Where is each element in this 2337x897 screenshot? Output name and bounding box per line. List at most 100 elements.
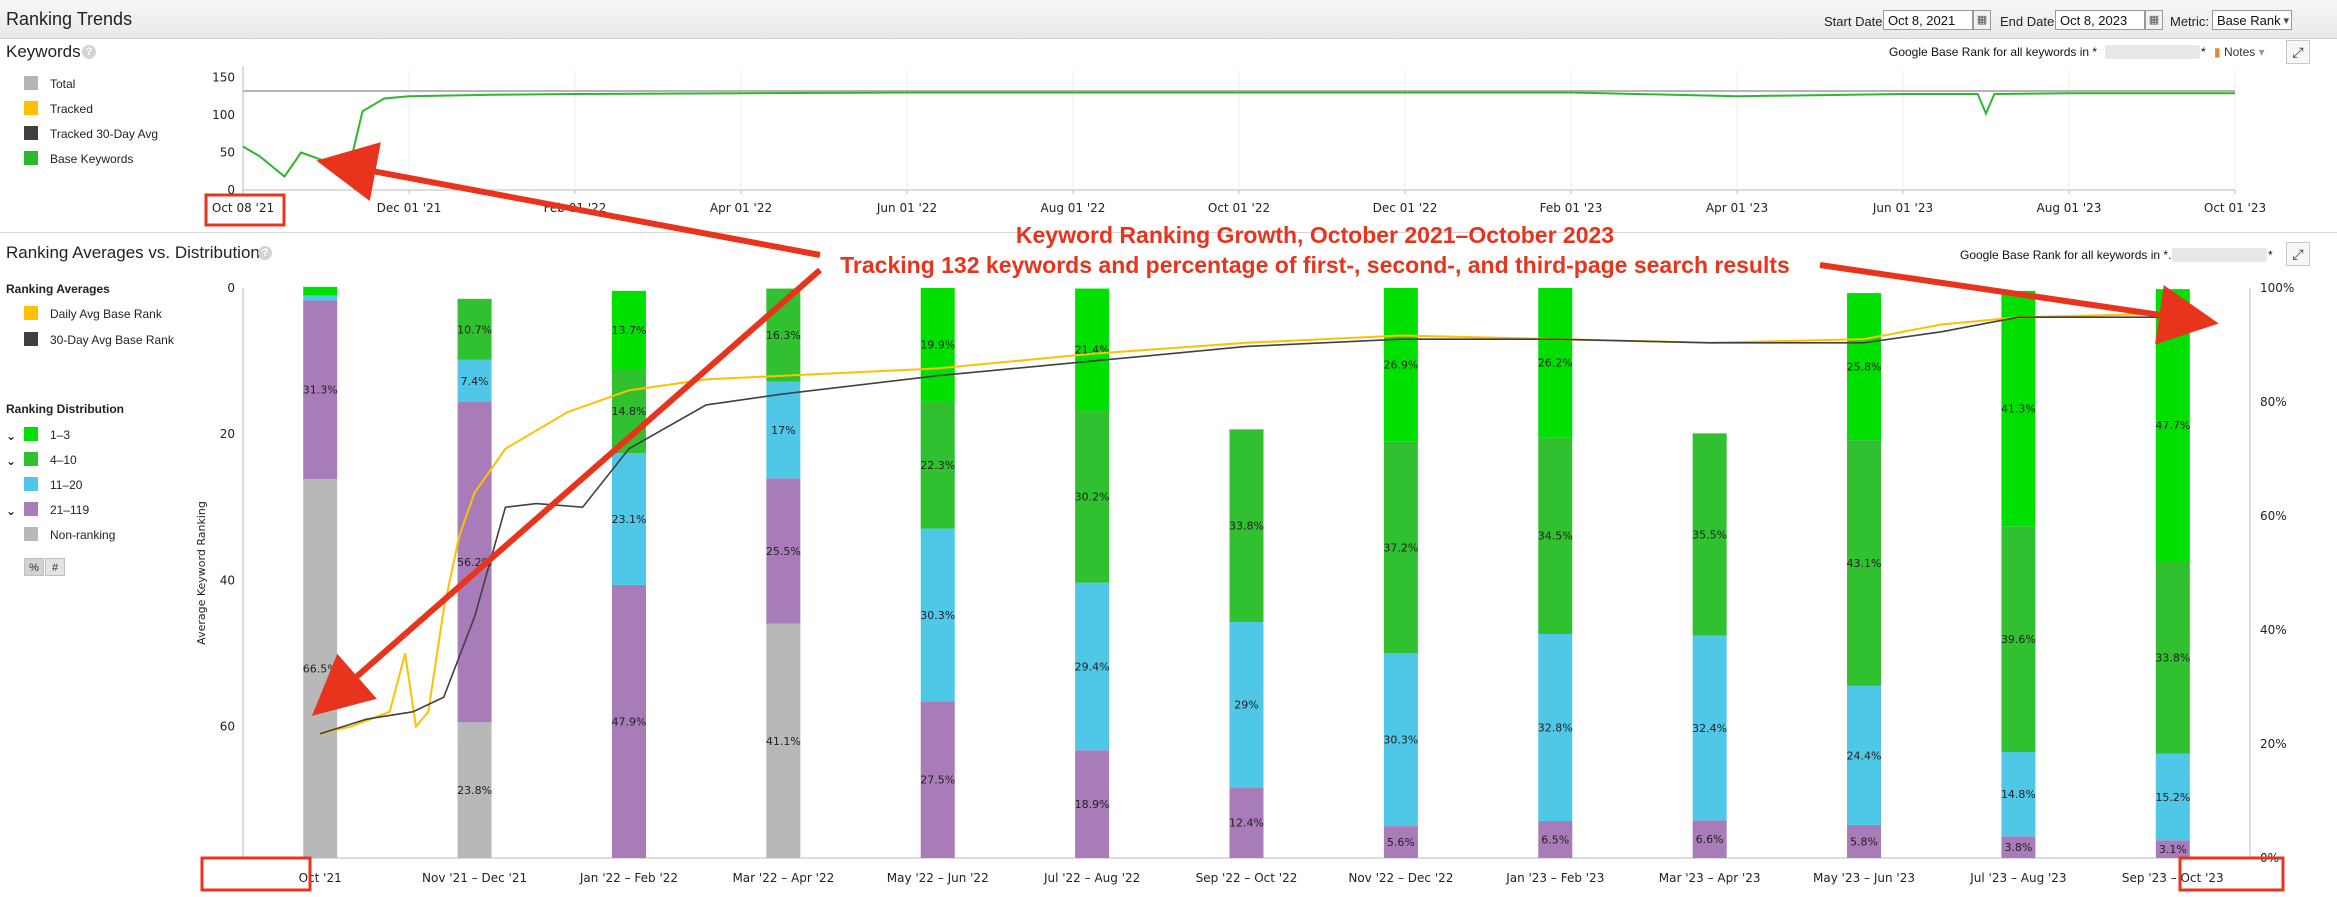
bar-label: 29% [1234,699,1258,712]
redacted-domain [2172,248,2267,262]
chevron-down-icon[interactable]: ⌄ [6,429,17,443]
x-tick-label: Mar '22 – Apr '22 [732,871,834,885]
bar-segment [2001,526,2036,752]
bar-segment [1075,410,1110,583]
bar-segment [1383,653,1418,827]
right-y-tick-label: 40% [2260,623,2287,637]
bar-segment [920,288,955,402]
bar-label: 30.3% [1383,734,1418,747]
bar-segment [1383,826,1418,858]
legend-label-total: Total [50,77,76,91]
bar-segment [1692,635,1727,821]
bar-segment [2001,751,2036,837]
metric-select[interactable]: Base Rank ▾ [2212,10,2292,30]
bar-segment [920,701,955,858]
bar-label: 43.1% [1847,557,1882,570]
legend-label-11-20: 11–20 [50,478,83,492]
bar-segment [2155,840,2190,858]
x-tick-label: Jan '23 – Feb '23 [1505,871,1604,885]
bar-segment [1692,820,1727,858]
bar-segment [1847,440,1882,686]
right-y-tick-label: 0% [2260,851,2279,865]
y-tick-label: 0 [227,183,235,197]
toggle-count-button[interactable]: # [45,558,65,576]
right-y-tick-label: 20% [2260,737,2287,751]
bar-label: 14.8% [611,405,646,418]
toggle-percent-button[interactable]: % [24,558,44,576]
bar-segment [1075,582,1110,751]
bar-label: 19.9% [920,339,955,352]
bar-segment [2155,561,2190,754]
bar-label: 66.5% [303,662,338,675]
expand-chart-button[interactable]: ⤢ [2286,40,2310,64]
x-tick-label: Oct '21 [299,871,342,885]
bar-label: 5.6% [1387,836,1415,849]
x-tick-label: Oct 01 '22 [1208,201,1270,215]
bar-segment [1692,433,1727,636]
expand-chart-button[interactable]: ⤢ [2286,242,2310,266]
bar-segment [1229,429,1264,623]
chevron-down-icon: ▾ [2283,15,2289,27]
start-date-input[interactable]: Oct 8, 2021 [1883,10,1973,30]
x-tick-label: May '23 – Jun '23 [1813,871,1915,885]
bar-segment [1383,441,1418,654]
metric-select-value: Base Rank [2217,13,2281,28]
notes-link[interactable]: ▮ Notes ▾ [2214,45,2265,59]
x-tick-label: Feb 01 '23 [1540,201,1603,215]
x-tick-label: Jun 01 '23 [1872,201,1933,215]
legend-label-base-keywords: Base Keywords [50,152,134,166]
legend-label-daily-avg: Daily Avg Base Rank [50,307,162,321]
legend-swatch-11-20[interactable] [24,477,38,491]
legend-label-non-ranking: Non-ranking [50,528,116,542]
x-tick-label: Oct 01 '23 [2204,201,2266,215]
start-date-calendar-icon[interactable]: ▦ [1973,10,1991,30]
end-date-calendar-icon[interactable]: ▦ [2145,10,2163,30]
legend-label-4-10: 4–10 [50,453,77,467]
bar-segment [2001,290,2036,527]
bar-segment [1847,685,1882,825]
bar-label: 22.3% [920,459,955,472]
legend-swatch-tracked [24,101,38,115]
bar-label: 26.2% [1538,357,1573,370]
bar-segment [920,401,955,529]
y-tick-label: 60 [220,719,235,733]
bar-label: 6.6% [1696,833,1724,846]
legend-swatch-non-ranking[interactable] [24,527,38,541]
end-date-label: End Date: [2000,14,2058,29]
bar-label: 15.2% [2155,791,2190,804]
bar-segment [2155,753,2190,841]
notes-label: Notes [2223,45,2256,59]
bar-segment [457,722,492,858]
bar-segment [1229,622,1264,788]
bar-label: 14.8% [2001,788,2036,801]
x-tick-label: Mar '23 – Apr '23 [1659,871,1761,885]
x-tick-label: Nov '22 – Dec '22 [1348,871,1453,885]
keywords-chart-caption: Google Base Rank for all keywords in * [1889,45,2098,59]
y-tick-label: 20 [220,427,235,441]
ranking-averages-heading: Ranking Averages [6,282,110,296]
legend-swatch-daily-avg [24,306,38,320]
right-y-tick-label: 100% [2260,281,2294,295]
right-y-tick-label: 80% [2260,395,2287,409]
chevron-down-icon[interactable]: ⌄ [6,504,17,518]
bar-segment [2001,836,2036,858]
bar-label: 25.8% [1847,361,1882,374]
bar-segment [920,528,955,702]
averages-section-title: Ranking Averages vs. Distribution [6,243,260,262]
chevron-down-icon[interactable]: ⌄ [6,454,17,468]
bar-label: 29.4% [1075,660,1110,673]
help-icon[interactable]: ? [258,246,272,260]
legend-swatch-1-3[interactable] [24,427,38,441]
bar-label: 23.1% [611,513,646,526]
legend-swatch-21-119[interactable] [24,502,38,516]
bar-label: 47.9% [611,715,646,728]
legend-label-1-3: 1–3 [50,428,71,442]
legend-label-21-119: 21–119 [50,503,90,517]
right-y-tick-label: 60% [2260,509,2287,523]
legend-swatch-4-10[interactable] [24,452,38,466]
bar-label: 12.4% [1229,817,1264,830]
end-date-input[interactable]: Oct 8, 2023 [2055,10,2145,30]
help-icon[interactable]: ? [82,45,96,59]
